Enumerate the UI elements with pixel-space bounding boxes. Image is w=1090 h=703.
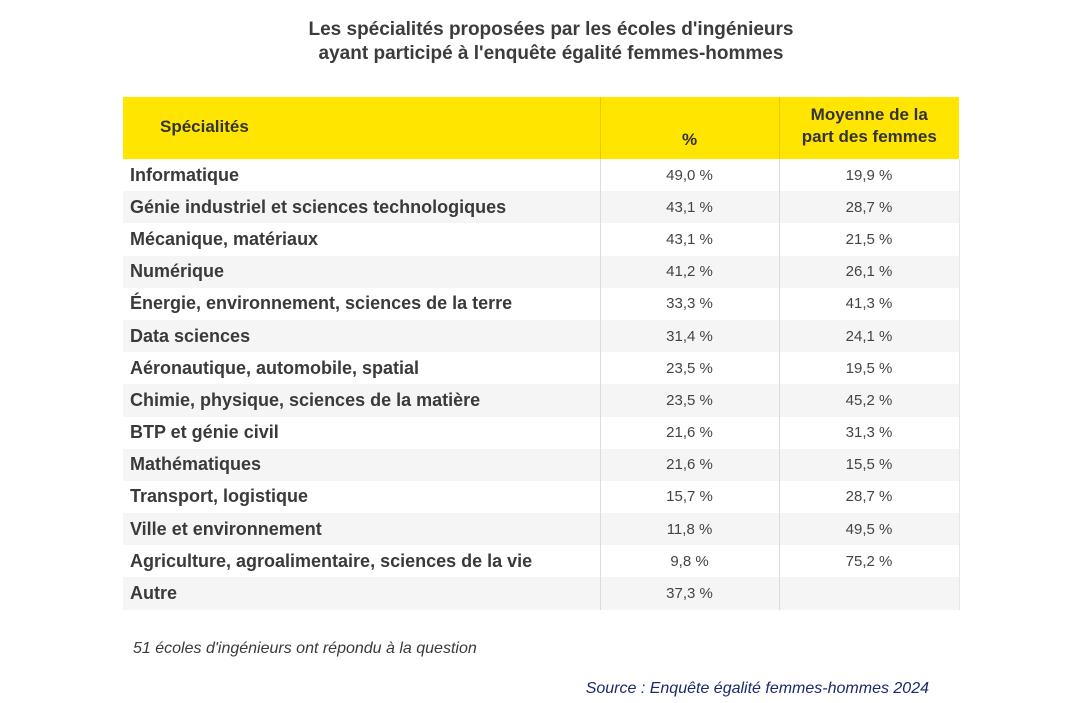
source-credit: Source : Enquête égalité femmes-hommes 2… [585, 680, 929, 697]
row-moyenne: 21,5 % [779, 223, 960, 256]
header-moyenne-line-1: Moyenne de la [810, 105, 928, 124]
row-moyenne: 19,9 % [779, 159, 960, 192]
row-moyenne: 45,2 % [779, 384, 960, 417]
row-moyenne: 19,5 % [779, 352, 960, 385]
row-specialite: BTP et génie civil [123, 416, 601, 449]
table-row: Mathématiques 21,6 % 15,5 % [123, 448, 960, 481]
row-specialite: Ville et environnement [123, 513, 601, 546]
row-pct: 21,6 % [600, 416, 780, 449]
row-pct: 11,8 % [600, 513, 780, 546]
row-specialite: Énergie, environnement, sciences de la t… [123, 287, 601, 320]
row-moyenne: 15,5 % [779, 448, 960, 481]
title-line-1: Les spécialités proposées par les écoles… [308, 19, 794, 40]
table-row: Agriculture, agroalimentaire, sciences d… [123, 545, 960, 578]
header-moyenne-line-2: part des femmes [801, 127, 937, 146]
header-pct: % [600, 97, 780, 159]
row-specialite: Autre [123, 577, 601, 610]
row-moyenne: 24,1 % [779, 319, 960, 353]
row-specialite: Agriculture, agroalimentaire, sciences d… [123, 545, 601, 578]
table-row: Data sciences 31,4 % 24,1 % [123, 319, 960, 353]
row-pct: 37,3 % [600, 577, 780, 610]
row-specialite: Mathématiques [123, 448, 601, 481]
row-specialite: Data sciences [123, 319, 601, 353]
row-specialite: Transport, logistique [123, 480, 601, 514]
table-row: Énergie, environnement, sciences de la t… [123, 287, 960, 320]
row-pct: 15,7 % [600, 480, 780, 514]
row-pct: 33,3 % [600, 287, 780, 320]
row-specialite: Numérique [123, 255, 601, 288]
row-pct: 23,5 % [600, 352, 780, 385]
row-pct: 21,6 % [600, 448, 780, 481]
row-pct: 23,5 % [600, 384, 780, 417]
row-specialite: Chimie, physique, sciences de la matière [123, 384, 601, 417]
row-moyenne: 26,1 % [779, 255, 960, 288]
row-pct: 43,1 % [600, 223, 780, 256]
table-row: BTP et génie civil 21,6 % 31,3 % [123, 416, 960, 449]
row-specialite: Mécanique, matériaux [123, 223, 601, 256]
row-pct: 41,2 % [600, 255, 780, 288]
row-pct: 49,0 % [600, 159, 780, 192]
table-row: Numérique 41,2 % 26,1 % [123, 255, 960, 288]
row-moyenne: 49,5 % [779, 513, 960, 546]
response-note: 51 écoles d'ingénieurs ont répondu à la … [133, 640, 477, 657]
row-moyenne: 75,2 % [779, 545, 960, 578]
table-row: Aéronautique, automobile, spatial 23,5 % 1… [123, 352, 960, 385]
table-row: Informatique 49,0 % 19,9 % [123, 159, 960, 192]
row-moyenne: 31,3 % [779, 416, 960, 449]
row-moyenne: 28,7 % [779, 480, 960, 514]
table-row: Chimie, physique, sciences de la matière… [123, 384, 960, 417]
row-specialite: Génie industriel et sciences technologiq… [123, 191, 601, 224]
row-moyenne: 28,7 % [779, 191, 960, 224]
header-moyenne: Moyenne de la part des femmes [779, 97, 959, 159]
page-title: Les spécialités proposées par les écoles… [0, 18, 1090, 66]
row-specialite: Informatique [123, 159, 601, 192]
row-moyenne [779, 577, 960, 610]
row-pct: 9,8 % [600, 545, 780, 578]
table-row: Transport, logistique 15,7 % 28,7 % [123, 480, 960, 514]
header-specialites: Spécialités [123, 97, 601, 159]
table-row: Génie industriel et sciences technologiq… [123, 191, 960, 224]
specialities-table: Spécialités % Moyenne de la part des fem… [123, 97, 960, 610]
table-header-row: Spécialités % Moyenne de la part des fem… [123, 97, 959, 159]
row-moyenne: 41,3 % [779, 287, 960, 320]
table-row: Mécanique, matériaux 43,1 % 21,5 % [123, 223, 960, 256]
row-pct: 31,4 % [600, 319, 780, 353]
title-line-2: ayant participé à l'enquête égalité femm… [318, 43, 784, 64]
row-specialite: Aéronautique, automobile, spatial [123, 352, 601, 385]
table-row: Autre 37,3 % [123, 577, 960, 610]
row-pct: 43,1 % [600, 191, 780, 224]
table-row: Ville et environnement 11,8 % 49,5 % [123, 513, 960, 546]
